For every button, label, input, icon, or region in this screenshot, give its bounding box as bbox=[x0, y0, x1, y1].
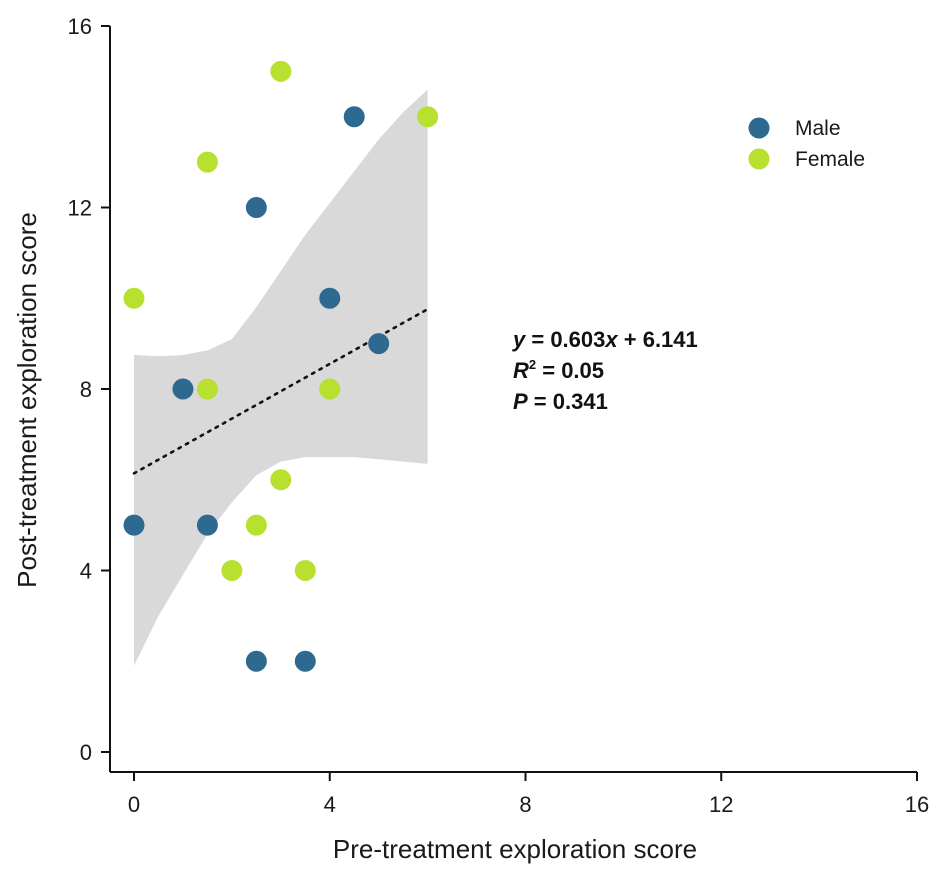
female-point bbox=[196, 378, 218, 400]
x-axis-title: Pre-treatment exploration score bbox=[333, 834, 697, 864]
equation-slope: = 0.603 bbox=[525, 327, 605, 352]
y-tick-label: 0 bbox=[80, 740, 92, 765]
equation-x-var: x bbox=[604, 327, 618, 352]
confidence-band-layer bbox=[134, 89, 428, 666]
male-point bbox=[196, 514, 218, 536]
male-point bbox=[245, 197, 267, 218]
r-superscript: 2 bbox=[529, 357, 536, 372]
x-tick-label: 4 bbox=[324, 792, 336, 817]
female-point bbox=[123, 287, 145, 309]
legend-label-male: Male bbox=[795, 117, 841, 140]
y-tick-label: 12 bbox=[68, 196, 92, 221]
female-point bbox=[294, 560, 316, 581]
x-tick-label: 0 bbox=[128, 792, 140, 817]
y-tick-label: 8 bbox=[80, 377, 92, 402]
x-tick-label: 16 bbox=[905, 792, 929, 817]
points-layer bbox=[123, 60, 439, 672]
r-var: R bbox=[513, 358, 529, 383]
y-tick-label: 16 bbox=[68, 14, 92, 39]
r-squared-annotation: R2 = 0.05 bbox=[513, 357, 604, 383]
p-var: P bbox=[513, 389, 528, 414]
legend-marker-male bbox=[748, 117, 770, 139]
male-point bbox=[319, 287, 341, 309]
female-point bbox=[319, 378, 341, 400]
female-point bbox=[196, 151, 218, 173]
p-value-annotation: P = 0.341 bbox=[513, 389, 608, 414]
legend-marker-female bbox=[748, 148, 770, 170]
male-point bbox=[294, 650, 316, 672]
regression-equation: y = 0.603x + 6.141 bbox=[512, 327, 698, 352]
x-tick-label: 8 bbox=[519, 792, 531, 817]
axes-layer: 0 4 8 12 16 0 4 8 12 16 bbox=[68, 14, 930, 817]
r-squared-value: = 0.05 bbox=[536, 358, 604, 383]
confidence-band bbox=[134, 89, 428, 666]
legend: Male Female bbox=[748, 117, 865, 171]
p-value: = 0.341 bbox=[528, 389, 608, 414]
female-point bbox=[417, 106, 439, 128]
y-axis-title: Post-treatment exploration score bbox=[12, 212, 42, 588]
male-point bbox=[172, 378, 194, 400]
male-point bbox=[123, 514, 145, 536]
legend-label-female: Female bbox=[795, 148, 865, 171]
female-point bbox=[245, 514, 267, 536]
male-point bbox=[368, 333, 390, 355]
y-tick-label: 4 bbox=[80, 559, 92, 584]
equation-y-var: y bbox=[512, 327, 527, 352]
male-point bbox=[343, 106, 365, 128]
equation-intercept: + 6.141 bbox=[618, 327, 698, 352]
female-point bbox=[270, 469, 292, 491]
male-point bbox=[245, 650, 267, 672]
x-tick-label: 12 bbox=[709, 792, 733, 817]
female-point bbox=[270, 60, 292, 82]
female-point bbox=[221, 560, 243, 581]
